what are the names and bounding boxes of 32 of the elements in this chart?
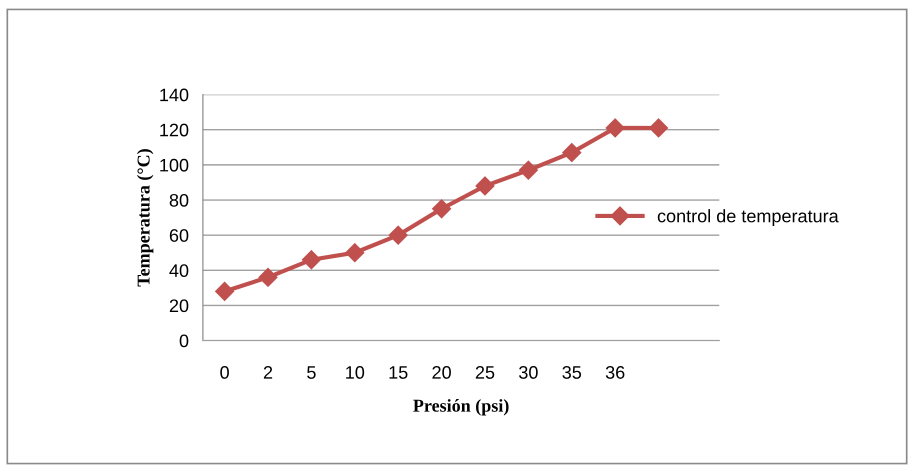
x-tick-label: 35 — [562, 366, 582, 379]
point — [345, 243, 364, 262]
x-tick-label: 2 — [264, 366, 272, 379]
y-tick-label: 80 — [170, 194, 188, 207]
x-tick-label: 15 — [390, 366, 408, 379]
point — [388, 226, 408, 245]
x-tick-label: 0 — [220, 366, 229, 379]
x-tick-label: 5 — [307, 366, 316, 379]
x-tick-label: 36 — [606, 366, 624, 379]
point — [518, 160, 538, 180]
x-axis-title: Presión (psi) — [413, 399, 509, 416]
x-tick-label: 10 — [346, 366, 364, 379]
point — [432, 199, 452, 218]
point — [215, 282, 234, 301]
y-tick-label: 60 — [170, 229, 188, 242]
point — [475, 176, 495, 196]
point — [649, 118, 668, 138]
legend-label: control de temperatura — [658, 209, 839, 226]
y-tick-label: 0 — [180, 334, 188, 348]
y-tick-label: 140 — [160, 88, 188, 102]
point — [606, 118, 625, 138]
y-axis-title: Temperatura (°C) — [136, 149, 154, 287]
point — [258, 268, 278, 287]
y-tick-label: 20 — [170, 299, 188, 312]
y-tick-label: 120 — [160, 124, 188, 136]
x-tick-label: 25 — [476, 366, 494, 379]
y-tick-label: 100 — [160, 158, 188, 172]
y-tick-label: 40 — [169, 264, 188, 278]
x-tick-label: 30 — [519, 366, 538, 379]
point — [562, 143, 582, 162]
point — [302, 250, 321, 270]
x-tick-label: 20 — [432, 366, 451, 379]
